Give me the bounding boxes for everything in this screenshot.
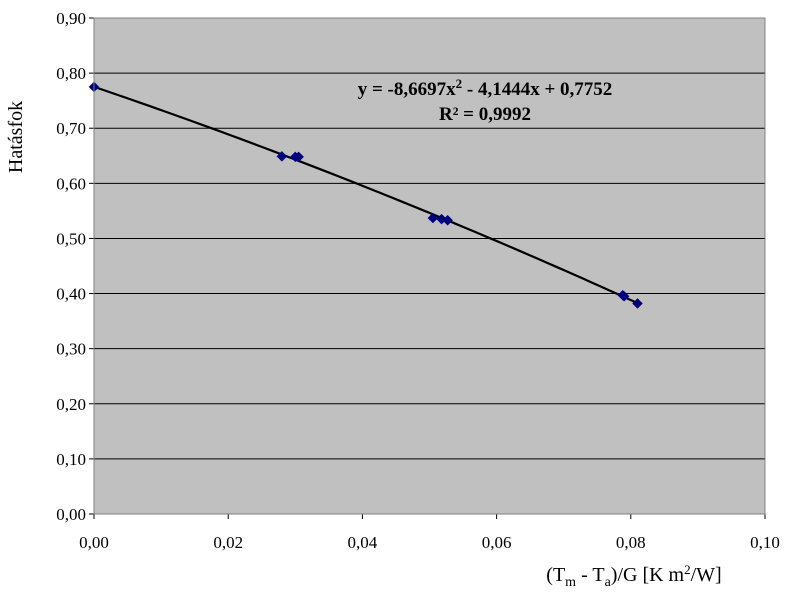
x-tick-label: 0,06 <box>482 533 512 552</box>
x-axis-tick-labels: 0,00 0,02 0,04 0,06 0,08 0,10 <box>79 514 780 552</box>
x-tick-label: 0,10 <box>750 533 780 552</box>
y-tick-label: 0,90 <box>56 9 86 28</box>
y-tick-label: 0,80 <box>56 64 86 83</box>
x-tick-label: 0,04 <box>348 533 378 552</box>
r-squared: R² = 0,9992 <box>439 104 531 125</box>
data-point <box>293 151 305 163</box>
data-point <box>632 298 643 309</box>
x-axis-title: (Tm - Ta)/G [K m2/W] <box>546 562 721 590</box>
trendline-equation: y = -8,6697x2 - 4,1444x + 0,7752 <box>358 76 613 100</box>
plot-area <box>94 18 765 514</box>
data-points <box>88 81 643 309</box>
x-tick-label: 0,02 <box>213 533 243 552</box>
x-tick-label: 0,00 <box>79 533 109 552</box>
gridlines <box>89 17 765 515</box>
y-tick-label: 0,40 <box>56 285 86 304</box>
y-tick-label: 0,00 <box>56 505 86 524</box>
trendline-group <box>93 85 638 305</box>
y-tick-label: 0,70 <box>56 119 86 138</box>
x-tick-label: 0,08 <box>616 533 646 552</box>
data-point <box>276 150 288 162</box>
data-point <box>442 214 453 226</box>
y-axis-title: Hatásfok <box>5 101 27 173</box>
trendline <box>93 85 638 305</box>
plot-border <box>93 17 766 515</box>
y-axis-tick-labels: 0,00 0,10 0,20 0,30 0,40 0,50 0,60 0,70 0,80 0,90 <box>56 9 86 524</box>
y-tick-label: 0,10 <box>56 450 86 469</box>
data-point <box>618 290 630 302</box>
data-point <box>427 212 439 224</box>
y-tick-label: 0,50 <box>56 229 86 248</box>
y-tick-label: 0,20 <box>56 395 86 414</box>
y-tick-label: 0,60 <box>56 174 86 193</box>
y-tick-label: 0,30 <box>56 340 86 359</box>
